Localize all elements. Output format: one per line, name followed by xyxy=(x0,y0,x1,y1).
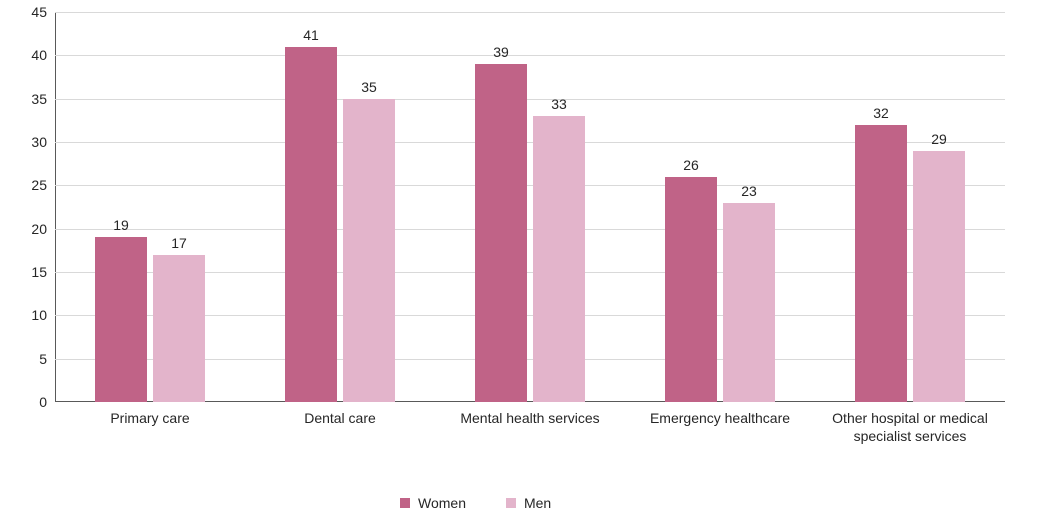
legend-label-women: Women xyxy=(418,495,466,511)
y-tick-label: 0 xyxy=(39,394,47,410)
y-tick-label: 20 xyxy=(31,221,47,237)
y-tick-label: 40 xyxy=(31,47,47,63)
legend-label-men: Men xyxy=(524,495,551,511)
legend-item-women: Women xyxy=(400,495,466,511)
y-tick-label: 35 xyxy=(31,91,47,107)
bar-value-label: 26 xyxy=(683,157,699,173)
bar-men: 33 xyxy=(533,116,585,402)
y-tick-label: 30 xyxy=(31,134,47,150)
bar-women: 32 xyxy=(855,125,907,402)
legend-swatch-women xyxy=(400,498,410,508)
bar-value-label: 29 xyxy=(931,131,947,147)
bar-women: 26 xyxy=(665,177,717,402)
bar-value-label: 39 xyxy=(493,44,509,60)
bar-women: 41 xyxy=(285,47,337,402)
bar-value-label: 41 xyxy=(303,27,319,43)
chart-container: 0510152025303540451917Primary care4135De… xyxy=(0,0,1037,528)
bar-value-label: 33 xyxy=(551,96,567,112)
bar-men: 29 xyxy=(913,151,965,402)
bar-value-label: 35 xyxy=(361,79,377,95)
bar-women: 19 xyxy=(95,237,147,402)
x-category-label: Mental health services xyxy=(450,410,610,428)
y-tick-label: 15 xyxy=(31,264,47,280)
legend-swatch-men xyxy=(506,498,516,508)
category-group: 3229Other hospital or medical specialist… xyxy=(815,12,1005,402)
legend-item-men: Men xyxy=(506,495,551,511)
bar-women: 39 xyxy=(475,64,527,402)
y-tick-label: 10 xyxy=(31,307,47,323)
plot-area: 0510152025303540451917Primary care4135De… xyxy=(55,12,1005,402)
bar-men: 35 xyxy=(343,99,395,402)
bar-value-label: 19 xyxy=(113,217,129,233)
bar-men: 17 xyxy=(153,255,205,402)
legend: Women Men xyxy=(400,495,551,511)
x-category-label: Dental care xyxy=(260,410,420,428)
y-tick-label: 25 xyxy=(31,177,47,193)
category-group: 3933Mental health services xyxy=(435,12,625,402)
category-group: 4135Dental care xyxy=(245,12,435,402)
y-tick-label: 5 xyxy=(39,351,47,367)
bar-value-label: 17 xyxy=(171,235,187,251)
x-category-label: Other hospital or medical specialist ser… xyxy=(830,410,990,445)
bar-value-label: 32 xyxy=(873,105,889,121)
bar-men: 23 xyxy=(723,203,775,402)
category-group: 1917Primary care xyxy=(55,12,245,402)
x-category-label: Emergency healthcare xyxy=(640,410,800,428)
x-category-label: Primary care xyxy=(70,410,230,428)
y-tick-label: 45 xyxy=(31,4,47,20)
bar-value-label: 23 xyxy=(741,183,757,199)
category-group: 2623Emergency healthcare xyxy=(625,12,815,402)
